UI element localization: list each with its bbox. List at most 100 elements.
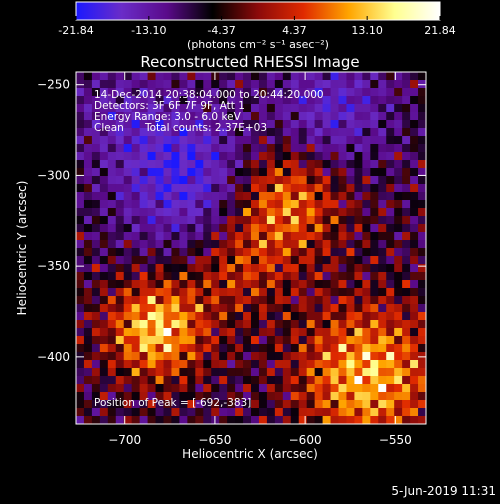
- heatmap-cell: [243, 400, 252, 409]
- heatmap-cell: [362, 408, 371, 417]
- heatmap-cell: [330, 280, 340, 289]
- heatmap-cell: [330, 336, 340, 345]
- heatmap-cell: [139, 392, 149, 401]
- heatmap-cell: [131, 232, 141, 241]
- heatmap-cell: [171, 208, 180, 217]
- heatmap-cell: [155, 248, 165, 257]
- heatmap-cell: [203, 408, 212, 417]
- heatmap-cell: [298, 400, 308, 409]
- heatmap-cell: [306, 120, 316, 129]
- heatmap-cell: [266, 120, 276, 129]
- heatmap-cell: [330, 352, 340, 361]
- heatmap-cell: [386, 152, 395, 161]
- heatmap-cell: [83, 104, 93, 113]
- heatmap-cell: [115, 144, 125, 153]
- heatmap-cell: [314, 376, 324, 385]
- heatmap-cell: [402, 264, 411, 273]
- heatmap-cell: [346, 160, 355, 169]
- heatmap-cell: [179, 176, 188, 185]
- heatmap-cell: [314, 144, 324, 153]
- heatmap-cell: [139, 232, 149, 241]
- heatmap-cell: [251, 112, 260, 121]
- heatmap-cell: [346, 80, 355, 89]
- heatmap-cell: [298, 144, 308, 153]
- heatmap-cell: [243, 104, 252, 113]
- heatmap-cell: [171, 200, 180, 209]
- heatmap-cell: [258, 80, 268, 89]
- heatmap-cell: [163, 272, 173, 281]
- heatmap-cell: [354, 128, 363, 137]
- heatmap-cell: [346, 256, 355, 265]
- heatmap-cell: [258, 88, 268, 97]
- heatmap-cell: [243, 320, 252, 329]
- heatmap-cell: [282, 232, 292, 241]
- heatmap-cell: [187, 112, 196, 121]
- heatmap-cell: [370, 192, 379, 201]
- heatmap-cell: [171, 192, 180, 201]
- heatmap-cell: [76, 136, 85, 145]
- heatmap-cell: [91, 288, 101, 297]
- heatmap-cell: [147, 184, 157, 193]
- heatmap-cell: [346, 312, 355, 321]
- heatmap-cell: [163, 136, 173, 145]
- heatmap-cell: [163, 392, 173, 401]
- heatmap-cell: [211, 240, 220, 249]
- heatmap-cell: [274, 72, 284, 81]
- heatmap-cell: [282, 96, 292, 105]
- heatmap-cell: [107, 384, 117, 393]
- heatmap-cell: [258, 200, 268, 209]
- heatmap-cell: [282, 176, 292, 185]
- heatmap-cell: [107, 264, 117, 273]
- heatmap-cell: [243, 128, 252, 137]
- heatmap-cell: [410, 304, 419, 313]
- heatmap-cell: [378, 128, 387, 137]
- heatmap-cell: [131, 168, 141, 177]
- colorbar-tick-label: 4.37: [282, 24, 307, 37]
- heatmap-cell: [107, 312, 117, 321]
- heatmap-cell: [131, 208, 141, 217]
- heatmap-cell: [266, 208, 276, 217]
- heatmap-cell: [187, 136, 196, 145]
- heatmap-cell: [386, 72, 395, 81]
- heatmap-cell: [155, 176, 165, 185]
- heatmap-cell: [370, 120, 379, 129]
- heatmap-cell: [402, 160, 411, 169]
- heatmap-cell: [243, 112, 252, 121]
- heatmap-cell: [418, 112, 426, 121]
- heatmap-cell: [139, 336, 149, 345]
- heatmap-cell: [354, 328, 363, 337]
- heatmap-cell: [179, 312, 188, 321]
- heatmap-cell: [76, 176, 85, 185]
- heatmap-cell: [99, 96, 109, 105]
- heatmap-cell: [83, 296, 93, 305]
- heatmap-cell: [290, 216, 300, 225]
- heatmap-cell: [346, 104, 355, 113]
- heatmap-cell: [346, 416, 355, 424]
- heatmap-cell: [227, 296, 236, 305]
- heatmap-cell: [370, 240, 379, 249]
- heatmap-cell: [131, 304, 141, 313]
- heatmap-cell: [211, 272, 220, 281]
- heatmap-cell: [147, 104, 157, 113]
- heatmap-cell: [171, 280, 180, 289]
- heatmap-cell: [394, 272, 403, 281]
- heatmap-cell: [131, 240, 141, 249]
- heatmap-cell: [370, 152, 379, 161]
- heatmap-cell: [155, 168, 165, 177]
- heatmap-cell: [274, 376, 284, 385]
- heatmap-cell: [394, 160, 403, 169]
- heatmap-cell: [83, 160, 93, 169]
- heatmap-cell: [203, 296, 212, 305]
- heatmap-cell: [235, 176, 244, 185]
- heatmap-cell: [298, 352, 308, 361]
- heatmap-cell: [147, 376, 157, 385]
- heatmap-cell: [386, 344, 395, 353]
- heatmap-cell: [346, 120, 355, 129]
- heatmap-cell: [394, 368, 403, 377]
- heatmap-cell: [378, 80, 387, 89]
- heatmap-cell: [322, 408, 332, 417]
- heatmap-cell: [131, 392, 141, 401]
- heatmap-cell: [282, 144, 292, 153]
- heatmap-cell: [370, 392, 379, 401]
- heatmap-cell: [163, 232, 173, 241]
